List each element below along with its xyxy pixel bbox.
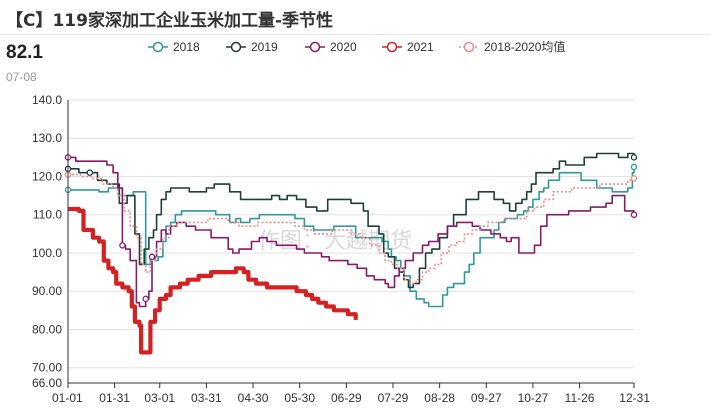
legend-item-0[interactable]: 2018 <box>148 40 200 54</box>
series-point-marker <box>142 295 149 303</box>
chart-title: 【C】119家深加工企业玉米加工量-季节性 <box>6 11 334 31</box>
series-layer <box>64 152 638 355</box>
y-tick-label: 120.0 <box>32 169 62 183</box>
latest-value: 82.1 <box>6 42 43 63</box>
y-tick-label: 80.00 <box>32 322 62 336</box>
legend-label: 2018-2020均值 <box>484 39 565 54</box>
legend-label: 2018 <box>173 40 200 54</box>
x-tick-label: 09-27 <box>471 391 502 405</box>
y-tick-label: 100.0 <box>32 246 62 260</box>
x-tick-label: 12-31 <box>619 391 650 405</box>
legend-label: 2020 <box>330 40 357 54</box>
legend-swatch-marker <box>230 41 242 53</box>
legend-swatch-marker <box>463 41 475 53</box>
series-point-marker <box>630 163 638 171</box>
x-tick-label: 01-31 <box>99 391 130 405</box>
y-tick-label: 130.0 <box>32 131 62 145</box>
x-tick-label: 03-31 <box>191 391 222 405</box>
header-divider <box>0 34 711 35</box>
series-line-4 <box>68 173 635 285</box>
x-tick-label: 10-27 <box>518 391 549 405</box>
y-tick-label: 90.00 <box>32 284 62 298</box>
series-point-marker <box>86 169 94 176</box>
series-line-3 <box>68 206 358 355</box>
y-tick-label: 66.00 <box>32 376 62 390</box>
x-tick-label: 04-30 <box>238 391 269 405</box>
legend-swatch-marker <box>386 41 398 53</box>
legend-item-2[interactable]: 2020 <box>305 40 357 54</box>
x-tick-label: 08-28 <box>424 391 455 405</box>
legend-swatch-marker <box>309 41 321 53</box>
series-line-0 <box>68 166 635 308</box>
series-point-marker <box>630 175 638 182</box>
series-point-marker <box>630 154 638 161</box>
x-tick-label: 05-30 <box>284 391 315 405</box>
chart-header: 【C】119家深加工企业玉米加工量-季节性 <box>0 0 711 36</box>
series-point-marker <box>148 253 156 261</box>
x-tick-label: 11-26 <box>565 391 595 405</box>
legend-swatch-marker <box>152 41 164 53</box>
series-point-marker <box>119 242 126 249</box>
x-tick-label: 06-29 <box>331 391 362 405</box>
legend[interactable]: 2018 2019 2020 2021 2018-2020均值 <box>148 39 565 54</box>
legend-item-1[interactable]: 2019 <box>226 40 278 54</box>
x-tick-label: 03-01 <box>144 391 175 405</box>
y-tick-label: 70.00 <box>32 361 62 375</box>
y-tick-label: 140.0 <box>32 93 62 107</box>
series-line-1 <box>68 152 635 289</box>
x-tick-label: 01-01 <box>52 391 83 405</box>
legend-label: 2019 <box>251 40 278 54</box>
legend-item-4[interactable]: 2018-2020均值 <box>459 39 565 54</box>
latest-date: 07-08 <box>6 70 37 84</box>
series-point-marker <box>630 211 638 218</box>
legend-item-3[interactable]: 2021 <box>382 40 434 54</box>
y-tick-label: 110.0 <box>33 208 62 222</box>
x-tick-label: 07-29 <box>378 391 409 405</box>
legend-label: 2021 <box>407 40 434 54</box>
